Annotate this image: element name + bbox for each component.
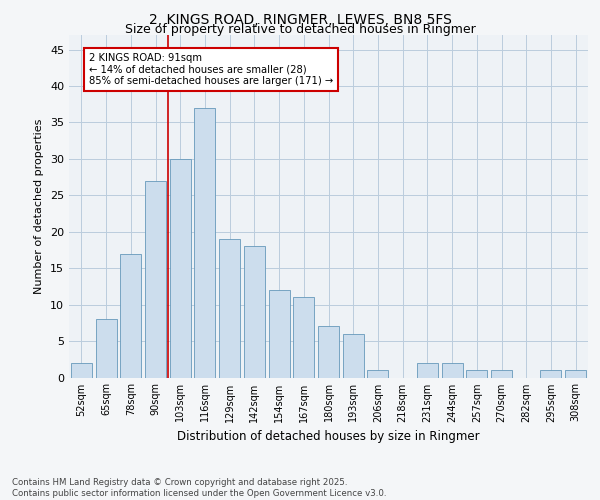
Bar: [293, 298, 314, 378]
Bar: [170, 159, 191, 378]
Text: 2, KINGS ROAD, RINGMER, LEWES, BN8 5FS: 2, KINGS ROAD, RINGMER, LEWES, BN8 5FS: [149, 12, 451, 26]
Text: Size of property relative to detached houses in Ringmer: Size of property relative to detached ho…: [125, 22, 475, 36]
Text: Contains HM Land Registry data © Crown copyright and database right 2025.
Contai: Contains HM Land Registry data © Crown c…: [12, 478, 386, 498]
Bar: [541, 370, 562, 378]
Bar: [219, 239, 240, 378]
Text: 2 KINGS ROAD: 91sqm
← 14% of detached houses are smaller (28)
85% of semi-detach: 2 KINGS ROAD: 91sqm ← 14% of detached ho…: [89, 53, 333, 86]
Bar: [417, 363, 438, 378]
Bar: [343, 334, 364, 378]
Bar: [491, 370, 512, 378]
Bar: [120, 254, 141, 378]
Bar: [318, 326, 339, 378]
X-axis label: Distribution of detached houses by size in Ringmer: Distribution of detached houses by size …: [177, 430, 480, 443]
Bar: [71, 363, 92, 378]
Bar: [145, 180, 166, 378]
Bar: [565, 370, 586, 378]
Bar: [269, 290, 290, 378]
Bar: [442, 363, 463, 378]
Bar: [194, 108, 215, 378]
Bar: [95, 319, 116, 378]
Y-axis label: Number of detached properties: Number of detached properties: [34, 118, 44, 294]
Bar: [466, 370, 487, 378]
Bar: [244, 246, 265, 378]
Bar: [367, 370, 388, 378]
